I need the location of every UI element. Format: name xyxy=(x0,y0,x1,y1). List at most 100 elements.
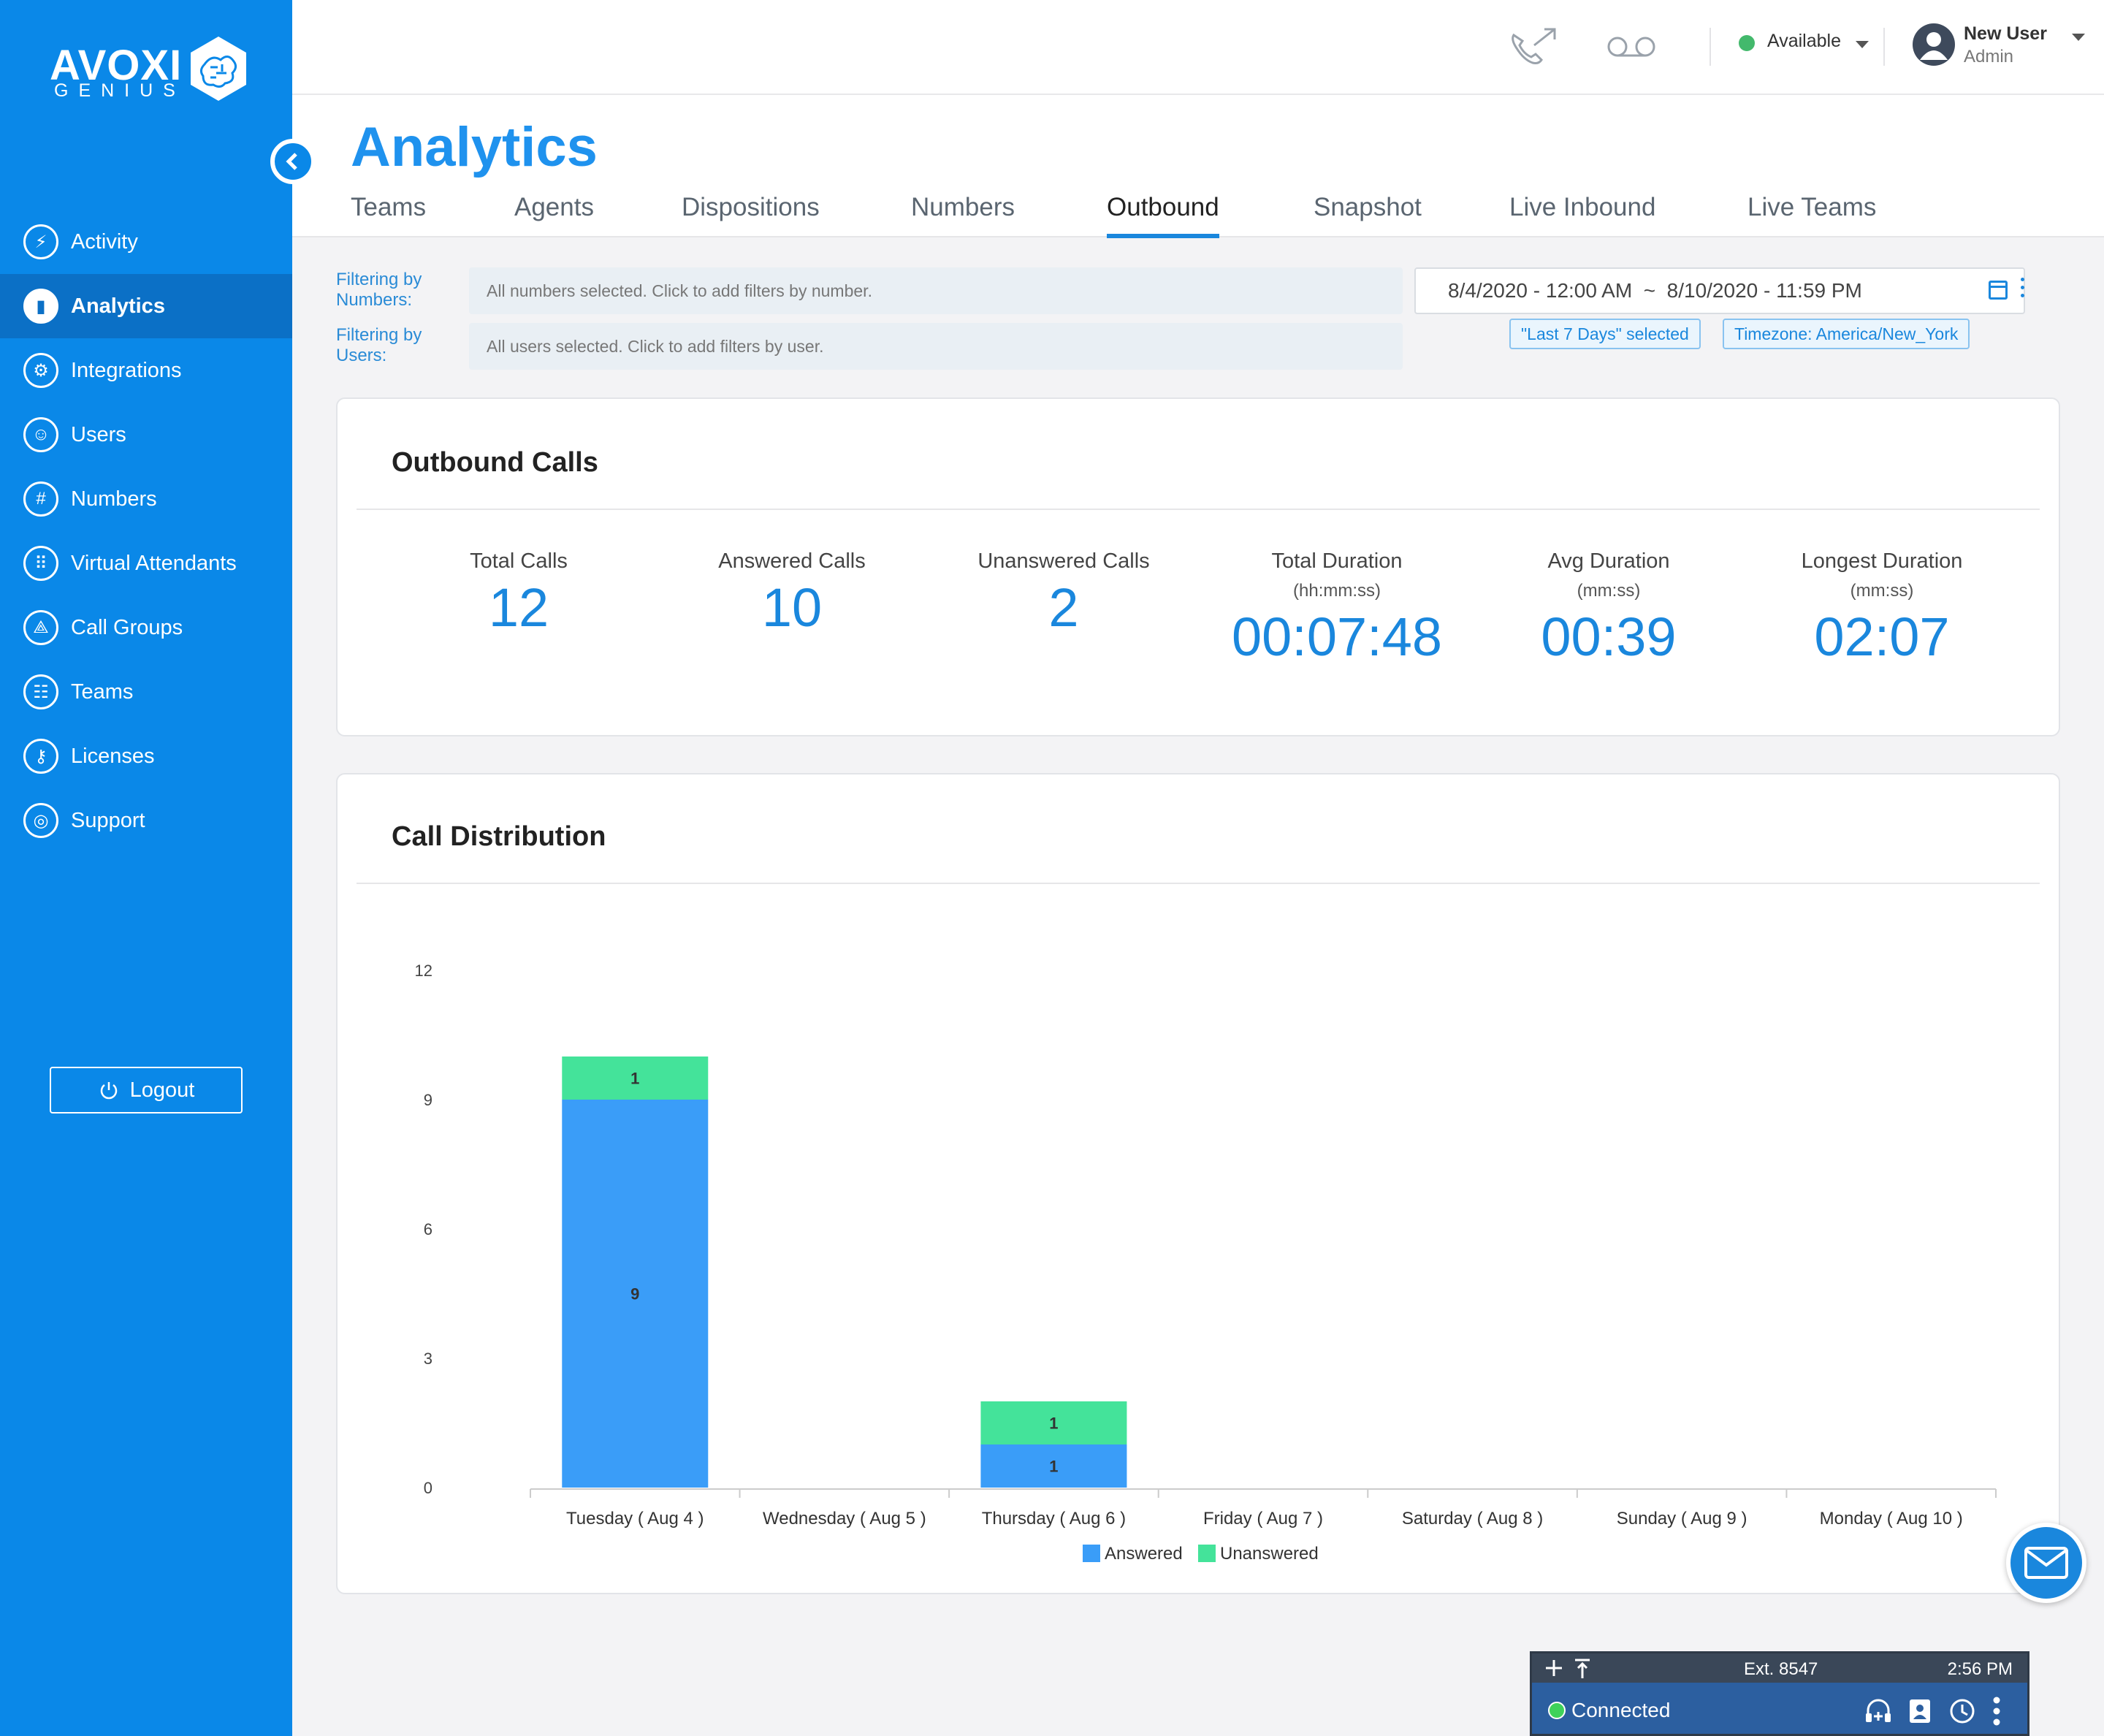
sidebar-item-activity[interactable]: ⚡ Activity xyxy=(0,210,292,274)
bar-data-label: 9 xyxy=(630,1285,639,1303)
sidebar-item-call-groups[interactable]: ⟁ Call Groups xyxy=(0,595,292,660)
sidebar-item-label: Users xyxy=(71,422,126,446)
stat-unit: (mm:ss) xyxy=(1577,581,1641,601)
sidebar: AVOXI GENIUS ⚡ Activity ▮ Analytics ⚙ Integra… xyxy=(0,0,292,1736)
stat-value: 02:07 xyxy=(1814,606,1950,667)
legend-label-unanswered[interactable]: Unanswered xyxy=(1220,1544,1319,1564)
stat-value: 2 xyxy=(1048,577,1079,638)
lightning-icon: ⚡ xyxy=(23,224,58,259)
tab-outbound[interactable]: Outbound xyxy=(1107,193,1219,238)
avoxi-genius-logo[interactable]: AVOXI GENIUS xyxy=(50,35,247,108)
bar-unanswered[interactable] xyxy=(980,1401,1127,1444)
stat-label: Unanswered Calls xyxy=(977,549,1150,573)
sidebar-item-users[interactable]: ☺ Users xyxy=(0,403,292,467)
envelope-icon xyxy=(2024,1547,2068,1579)
stat-label: Longest Duration xyxy=(1801,549,1963,573)
stat-total-duration: Total Duration (hh:mm:ss) 00:07:48 xyxy=(1198,549,1476,668)
user-name[interactable]: New User xyxy=(1964,23,2047,44)
tab-agents[interactable]: Agents xyxy=(514,193,594,221)
legend-swatch-unanswered[interactable] xyxy=(1198,1545,1216,1562)
history-clock-icon[interactable] xyxy=(1948,1697,1976,1725)
stat-label: Total Duration xyxy=(1271,549,1403,573)
sidebar-item-licenses[interactable]: ⚷ Licenses xyxy=(0,724,292,788)
nodes-icon: ⟁ xyxy=(23,610,58,645)
sidebar-nav: ⚡ Activity ▮ Analytics ⚙ Integrations ☺ Users # N… xyxy=(0,210,292,853)
collapse-sidebar-button[interactable] xyxy=(270,139,316,184)
message-button[interactable] xyxy=(2006,1523,2086,1603)
sidebar-item-label: Integrations xyxy=(71,358,182,382)
hash-icon: # xyxy=(23,481,58,517)
bar-answered[interactable] xyxy=(562,1100,709,1488)
softphone-clock: 2:56 PM xyxy=(1947,1659,2013,1679)
call-distribution-card: Call Distribution 0 3 6 9 12 9 1 1 1 Tuesday ( Au… xyxy=(336,773,2060,1594)
more-options-icon[interactable] xyxy=(2021,278,2025,300)
keypad-icon: ⠿ xyxy=(23,546,58,581)
more-vertical-icon[interactable] xyxy=(1992,1696,2001,1727)
bar-unanswered[interactable] xyxy=(562,1057,709,1100)
range-preset-chip[interactable]: "Last 7 Days" selected xyxy=(1509,319,1701,349)
headset-add-icon[interactable] xyxy=(1864,1697,1893,1725)
tab-dispositions[interactable]: Dispositions xyxy=(682,193,820,221)
avatar[interactable] xyxy=(1913,23,1955,66)
x-tick-label: Friday ( Aug 7 ) xyxy=(1203,1509,1323,1528)
tab-numbers[interactable]: Numbers xyxy=(911,193,1015,221)
logout-button[interactable]: Logout xyxy=(50,1067,243,1113)
numbers-filter-label-line2: Numbers: xyxy=(336,290,413,310)
x-tick-label: Saturday ( Aug 8 ) xyxy=(1402,1509,1543,1528)
outbound-call-icon[interactable] xyxy=(1508,25,1560,69)
transfer-up-icon[interactable] xyxy=(1573,1658,1592,1680)
card-divider xyxy=(357,883,2040,884)
legend-swatch-answered[interactable] xyxy=(1083,1545,1100,1562)
softphone-bar: Ext. 8547 2:56 PM Connected xyxy=(1530,1651,2029,1736)
plus-icon[interactable] xyxy=(1544,1658,1564,1678)
call-distribution-title: Call Distribution xyxy=(392,821,606,852)
tab-snapshot[interactable]: Snapshot xyxy=(1314,193,1422,221)
numbers-filter-input[interactable]: All numbers selected. Click to add filte… xyxy=(469,267,1403,314)
header-divider xyxy=(1883,28,1885,66)
sidebar-item-analytics[interactable]: ▮ Analytics xyxy=(0,274,292,338)
bar-answered[interactable] xyxy=(980,1444,1127,1488)
user-menu-chevron-down-icon[interactable] xyxy=(2072,34,2085,41)
status-indicator xyxy=(1739,35,1755,51)
timezone-chip[interactable]: Timezone: America/New_York xyxy=(1723,319,1970,349)
sidebar-item-support[interactable]: ◎ Support xyxy=(0,788,292,853)
voicemail-icon[interactable] xyxy=(1606,34,1657,60)
user-role: Admin xyxy=(1964,47,2014,66)
chevron-left-icon xyxy=(286,153,297,170)
status-dropdown[interactable]: Available xyxy=(1767,31,1842,51)
sidebar-item-integrations[interactable]: ⚙ Integrations xyxy=(0,338,292,403)
status-chevron-down-icon[interactable] xyxy=(1856,41,1869,48)
stat-value: 12 xyxy=(488,577,549,638)
user-avatar-icon xyxy=(1920,32,1948,60)
y-tick-label: 6 xyxy=(424,1220,432,1238)
extension-label: Ext. 8547 xyxy=(1744,1659,1818,1679)
tab-live-inbound[interactable]: Live Inbound xyxy=(1509,193,1656,221)
sidebar-item-virtual-attendants[interactable]: ⠿ Virtual Attendants xyxy=(0,531,292,595)
legend-label-answered[interactable]: Answered xyxy=(1105,1544,1183,1564)
numbers-filter-label: Filtering by Numbers: xyxy=(336,266,422,314)
tab-teams[interactable]: Teams xyxy=(351,193,427,221)
users-filter-label-line2: Users: xyxy=(336,346,387,365)
stat-label: Answered Calls xyxy=(718,549,866,573)
date-range-picker[interactable]: 8/4/2020 - 12:00 AM ~ 8/10/2020 - 11:59 … xyxy=(1414,267,2025,314)
users-filter-input[interactable]: All users selected. Click to add filters… xyxy=(469,323,1403,370)
calendar-icon[interactable] xyxy=(1989,281,2008,300)
gears-icon: ⚙ xyxy=(23,353,58,388)
call-distribution-chart: 0 3 6 9 12 9 1 1 1 Tuesday ( Aug 4 ) Wednesday ( A… xyxy=(415,962,1997,1564)
outbound-calls-card: Outbound Calls Total Calls 12 Answered Cal… xyxy=(336,397,2060,736)
bar-chart-icon: ▮ xyxy=(23,289,58,324)
sidebar-item-label: Licenses xyxy=(71,744,155,768)
tab-live-teams[interactable]: Live Teams xyxy=(1747,193,1877,221)
x-tick-label: Monday ( Aug 10 ) xyxy=(1820,1509,1963,1528)
contacts-icon[interactable] xyxy=(1907,1697,1932,1725)
x-tick-label: Wednesday ( Aug 5 ) xyxy=(763,1509,926,1528)
sidebar-item-label: Virtual Attendants xyxy=(71,551,237,575)
power-icon xyxy=(100,1082,117,1100)
softphone-header: Ext. 8547 2:56 PM xyxy=(1532,1653,2027,1683)
date-range-value: 8/4/2020 - 12:00 AM ~ 8/10/2020 - 11:59 … xyxy=(1448,279,1862,302)
sidebar-item-teams[interactable]: ☷ Teams xyxy=(0,660,292,724)
stat-unit: (mm:ss) xyxy=(1850,581,1914,601)
sidebar-item-numbers[interactable]: # Numbers xyxy=(0,467,292,531)
sidebar-item-label: Activity xyxy=(71,229,138,254)
stat-label: Avg Duration xyxy=(1547,549,1670,573)
